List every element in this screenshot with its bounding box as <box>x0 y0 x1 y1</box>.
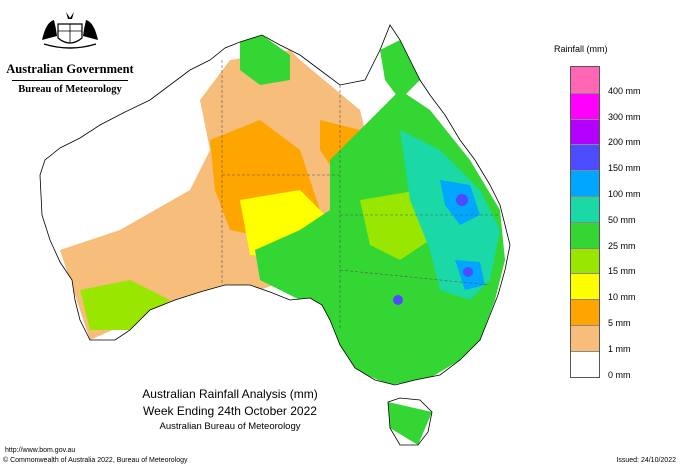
legend-label: 400 mm <box>608 85 641 96</box>
commonwealth-crest-icon <box>42 12 98 49</box>
state-borders <box>221 60 500 330</box>
bureau-title: Bureau of Meteorology <box>18 84 122 95</box>
legend-label: 1 mm <box>608 343 631 354</box>
legend-swatch <box>571 195 599 222</box>
map-source: Australian Bureau of Meteorology <box>159 421 301 432</box>
header-divider <box>12 80 128 81</box>
legend-swatch <box>571 273 599 300</box>
legend-swatch <box>571 92 599 119</box>
legend-swatch <box>571 118 599 145</box>
legend-title: Rainfall (mm) <box>554 44 608 54</box>
legend-swatch <box>571 144 599 171</box>
legend-swatch <box>571 299 599 325</box>
legend-label: 50 mm <box>608 214 636 225</box>
legend-swatch <box>571 247 599 274</box>
website-link[interactable]: http://www.bom.gov.au <box>5 447 76 454</box>
legend-swatch <box>571 350 599 377</box>
map-title: Australian Rainfall Analysis (mm) <box>142 387 318 401</box>
australia-coastline <box>39 24 511 386</box>
legend-swatch <box>571 170 599 196</box>
legend-label: 100 mm <box>608 189 641 199</box>
legend-label: 0 mm <box>608 369 631 380</box>
legend-swatch <box>571 67 599 93</box>
legend-swatch <box>571 221 599 248</box>
issued-date: Issued: 24/10/2022 <box>616 457 676 464</box>
map-period: Week Ending 24th October 2022 <box>143 404 317 418</box>
legend-label: 200 mm <box>608 137 641 148</box>
legend-label: 25 mm <box>608 240 636 251</box>
tasmania-coastline <box>387 397 433 446</box>
legend-label: 300 mm <box>608 111 641 122</box>
government-title: Australian Government <box>6 62 134 76</box>
copyright-text: © Commonwealth of Australia 2022, Bureau… <box>3 457 188 464</box>
legend-label: 5 mm <box>608 318 631 328</box>
legend-swatch <box>571 324 599 351</box>
legend-label: 15 mm <box>608 266 636 277</box>
legend-label: 150 mm <box>608 163 641 174</box>
legend-color-bar <box>570 66 600 378</box>
legend-label: 10 mm <box>608 292 636 303</box>
government-header: Australian Government Bureau of Meteorol… <box>0 60 140 95</box>
